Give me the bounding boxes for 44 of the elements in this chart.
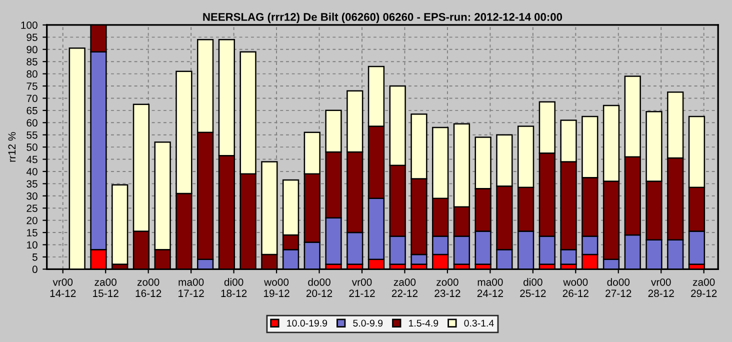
bar [112, 184, 128, 265]
y-tick-label: 65 [26, 106, 38, 114]
x-tick-label: za00 15-12 [93, 278, 118, 298]
y-tick-label: 40 [26, 168, 38, 176]
y-axis-title: rr12 % [8, 132, 16, 162]
y-tick-label: 75 [26, 82, 38, 90]
y-tick-label: 95 [26, 34, 38, 42]
x-tick-label: vr00 14-12 [50, 278, 76, 297]
x-tick-label: zo00 23-12 [434, 278, 460, 298]
y-tick-label: 25 [26, 204, 38, 212]
legend-label: 10.0-19.9 [287, 320, 328, 327]
y-tick-label: 85 [26, 58, 38, 66]
x-tick-label: do00 27-12 [606, 278, 632, 297]
y-tick-label: 20 [26, 216, 38, 224]
y-tick-label: 5 [32, 254, 38, 261]
x-tick-label: vr00 28-12 [648, 278, 674, 298]
y-tick-label: 90 [26, 46, 38, 54]
y-tick-label: 70 [26, 94, 38, 102]
y-tick-label: 35 [26, 180, 38, 188]
chart-title: NEERSLAG (rrr12) De Bilt (06260) 06260 - EPS-run: 2012-12-14 00:00 [203, 12, 562, 24]
y-tick-label: 60 [26, 119, 38, 127]
x-tick-label: vr00 21-12 [349, 278, 375, 297]
legend-label: 0.3-1.4 [464, 320, 494, 327]
y-tick-label: 15 [27, 229, 38, 236]
legend-label: 1.5-4.9 [409, 320, 438, 327]
y-tick-label: 100 [21, 21, 38, 29]
y-tick-label: 10 [27, 241, 38, 249]
x-tick-label: wo00 26-12 [562, 278, 588, 298]
x-tick-label: di00 18-12 [221, 278, 247, 298]
x-tick-label: zo00 16-12 [136, 278, 162, 298]
x-tick-label: do00 20-12 [306, 278, 332, 298]
y-tick-label: 45 [26, 156, 38, 164]
y-tick-label: 0 [32, 266, 38, 274]
x-tick-label: wo00 19-12 [264, 278, 290, 298]
legend-label: 5.0-9.9 [353, 320, 383, 327]
x-tick-label: di00 25-12 [520, 278, 546, 298]
y-tick-label: 30 [26, 192, 38, 200]
y-tick-label: 50 [26, 144, 38, 151]
y-tick-label: 80 [26, 70, 38, 78]
x-tick-label: ma00 24-12 [477, 278, 503, 297]
x-tick-label: za00 22-12 [392, 278, 418, 297]
y-tick-label: 55 [26, 131, 38, 139]
x-tick-label: za00 29-12 [691, 278, 717, 298]
x-tick-label: ma00 17-12 [178, 278, 204, 297]
